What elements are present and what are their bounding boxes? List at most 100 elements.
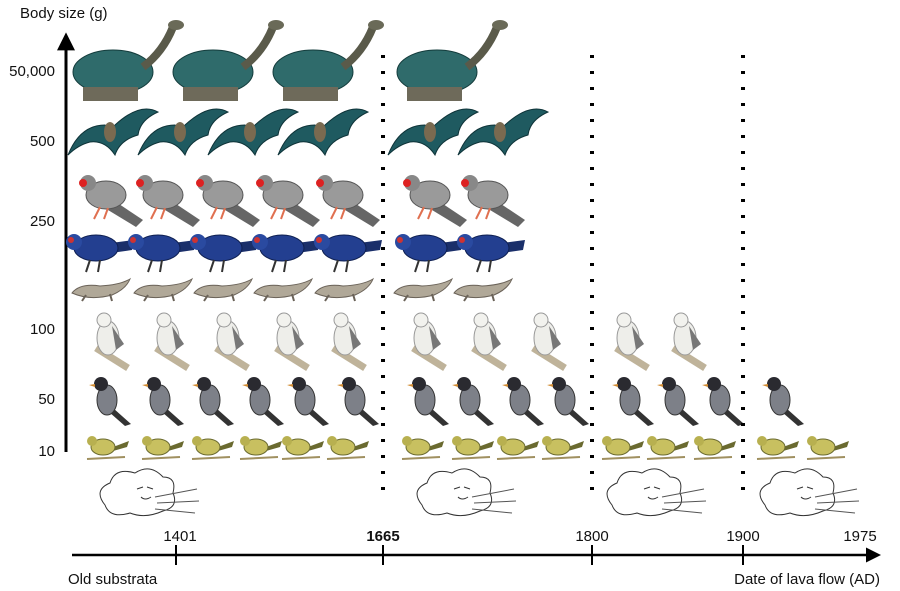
y-label: 50 bbox=[38, 391, 55, 408]
eye bbox=[196, 179, 204, 187]
head bbox=[317, 175, 333, 191]
tail bbox=[262, 408, 284, 426]
face bbox=[643, 486, 661, 500]
head bbox=[252, 234, 268, 250]
x-axis-start: Old substrata bbox=[68, 571, 158, 588]
x-label: 1800 bbox=[575, 528, 608, 545]
head bbox=[216, 312, 232, 328]
body bbox=[322, 180, 364, 210]
grey-bird-icon bbox=[142, 377, 184, 426]
tail bbox=[782, 408, 804, 426]
beak bbox=[192, 384, 198, 387]
skink-icon bbox=[193, 277, 254, 302]
body bbox=[467, 180, 509, 210]
head bbox=[402, 436, 412, 446]
head bbox=[190, 234, 206, 250]
body bbox=[760, 438, 786, 456]
white-bird-icon bbox=[274, 312, 310, 371]
white-bird-icon bbox=[671, 312, 707, 371]
y-label: 100 bbox=[30, 321, 55, 338]
tail bbox=[673, 441, 689, 451]
tortoise-icon bbox=[172, 20, 284, 101]
wing bbox=[112, 326, 124, 350]
grey-pigeon-icon bbox=[79, 175, 143, 227]
head bbox=[240, 436, 250, 446]
x-label: 1665 bbox=[366, 528, 399, 545]
tortoise-icon bbox=[396, 20, 508, 101]
head bbox=[507, 377, 521, 391]
yellow-bird-icon bbox=[756, 436, 799, 460]
face bbox=[136, 486, 154, 500]
bat-icon bbox=[207, 108, 300, 157]
body bbox=[133, 277, 194, 299]
blue-pigeon-icon bbox=[395, 234, 463, 273]
grey-bird-icon bbox=[192, 377, 234, 426]
tail bbox=[722, 408, 744, 426]
head bbox=[314, 234, 330, 250]
body bbox=[145, 438, 171, 456]
legs bbox=[324, 293, 356, 302]
tail bbox=[308, 441, 324, 451]
neck bbox=[240, 25, 277, 71]
white-bird-icon bbox=[214, 312, 250, 371]
tail bbox=[523, 441, 539, 451]
body bbox=[193, 277, 254, 299]
tail bbox=[353, 441, 369, 451]
tail bbox=[113, 441, 129, 451]
head bbox=[333, 312, 349, 328]
blue-pigeon-icon bbox=[190, 234, 258, 273]
body bbox=[71, 277, 132, 299]
beak bbox=[89, 384, 95, 387]
legs bbox=[475, 206, 491, 220]
yellow-bird-icon bbox=[693, 436, 736, 460]
legs bbox=[143, 293, 175, 302]
yellow-bird-icon bbox=[141, 436, 184, 460]
grey-bird-icon bbox=[762, 377, 804, 426]
tail bbox=[568, 441, 584, 451]
body bbox=[262, 180, 304, 210]
wind bbox=[471, 488, 517, 514]
white-bird-icon bbox=[94, 312, 130, 371]
branch bbox=[326, 456, 366, 460]
head bbox=[767, 377, 781, 391]
wind bbox=[814, 488, 860, 514]
x-label: 1900 bbox=[726, 528, 759, 545]
beak bbox=[502, 384, 508, 387]
beak bbox=[547, 384, 553, 387]
body bbox=[453, 277, 514, 299]
branch bbox=[601, 456, 641, 460]
legs bbox=[403, 293, 435, 302]
grey-bird-icon bbox=[452, 377, 494, 426]
body bbox=[650, 438, 676, 456]
white-bird-icon bbox=[531, 312, 567, 371]
wing bbox=[689, 326, 701, 350]
head bbox=[282, 436, 292, 446]
legs bbox=[203, 293, 235, 302]
head bbox=[142, 436, 152, 446]
branch bbox=[141, 456, 181, 460]
yellow-bird-icon bbox=[281, 436, 324, 460]
head bbox=[497, 436, 507, 446]
beak bbox=[612, 384, 618, 387]
wing bbox=[489, 326, 501, 350]
wing bbox=[292, 326, 304, 350]
face bbox=[453, 486, 471, 500]
head bbox=[757, 436, 767, 446]
head bbox=[616, 312, 632, 328]
yellow-bird-icon bbox=[806, 436, 849, 460]
body bbox=[253, 277, 314, 299]
branch bbox=[281, 456, 321, 460]
body bbox=[545, 438, 571, 456]
wind-cloud-icon bbox=[759, 468, 860, 517]
body bbox=[244, 122, 256, 142]
head bbox=[268, 20, 284, 30]
body bbox=[243, 438, 269, 456]
grey-bird-icon bbox=[547, 377, 589, 426]
eye bbox=[79, 179, 87, 187]
wing bbox=[172, 326, 184, 350]
head bbox=[342, 377, 356, 391]
eye bbox=[316, 179, 324, 187]
blue-pigeon-icon bbox=[314, 234, 382, 273]
legs bbox=[81, 293, 113, 302]
grey-bird-icon bbox=[89, 377, 131, 426]
